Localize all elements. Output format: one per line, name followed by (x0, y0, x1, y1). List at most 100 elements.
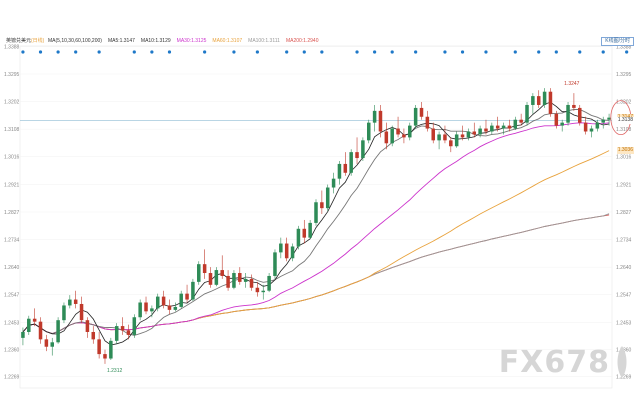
candle-body (68, 299, 72, 306)
candle-body (583, 122, 588, 132)
ma-legend-item: MA10:1.3129 (140, 38, 171, 44)
candle-body (185, 293, 189, 300)
candle-body (249, 278, 254, 288)
candle-body (349, 152, 353, 173)
candle-body (513, 119, 518, 129)
y-tick-label-left: 1.2360 (4, 348, 20, 354)
candle-body (325, 187, 330, 209)
candle-body (366, 122, 371, 141)
candle-body (27, 318, 31, 332)
candle-body (566, 104, 570, 123)
candle-body (173, 306, 178, 310)
y-tick-label-right: 1.2547 (616, 293, 632, 299)
candle-body (109, 340, 113, 359)
candle-body (232, 273, 236, 288)
candle-body (132, 317, 137, 335)
y-tick-label-right: 1.2453 (616, 320, 632, 326)
dot-icon (132, 50, 136, 54)
candle-body (519, 119, 523, 123)
candle-body (243, 278, 248, 282)
dot-icon (554, 50, 558, 54)
candle-body (595, 122, 600, 129)
candle-body (62, 305, 66, 321)
candle-body (284, 243, 289, 259)
ma-legend-item: MA60:1.3107 (212, 38, 243, 44)
y-tick-label-right: 1.2827 (616, 210, 632, 216)
candle-body (191, 281, 195, 300)
dot-icon (414, 50, 418, 54)
candle-body (413, 107, 418, 126)
candle-body (484, 128, 488, 132)
candle-body (126, 330, 131, 335)
candle-body (466, 131, 471, 138)
y-tick-label-left: 1.3016 (4, 154, 20, 160)
y-tick-label-left: 1.3388 (4, 45, 20, 51)
chart-type-toggle-button[interactable]: K线图/分时 (601, 37, 634, 46)
dot-icon (97, 50, 101, 54)
candle-body (601, 119, 605, 123)
dot-icon (74, 50, 78, 54)
candle-body (73, 299, 78, 304)
ma10-line (22, 109, 610, 336)
candle-body (56, 320, 60, 343)
candle-body (161, 296, 166, 306)
dot-icon (625, 50, 629, 54)
candle-body (261, 290, 266, 293)
candle-body (38, 321, 43, 340)
y-tick-label-left: 1.2453 (4, 320, 20, 326)
candle-body (507, 125, 512, 129)
dot-icon (150, 50, 154, 54)
dot-icon (460, 50, 465, 54)
candle-body (238, 273, 242, 282)
candle-body (97, 339, 101, 355)
candle-body (396, 128, 400, 135)
y-tick-label-right: 1.3388 (616, 45, 632, 51)
candle-body (32, 318, 37, 322)
ma5-line (22, 101, 610, 346)
candle-body (554, 113, 559, 126)
candle-body (443, 134, 447, 141)
candle-body (560, 122, 564, 126)
fx678-watermark: FX678 (498, 345, 610, 380)
y-tick-label-right: 1.3016 (616, 154, 632, 160)
candle-body (607, 117, 611, 120)
candle-body (437, 134, 441, 141)
candle-body (536, 96, 541, 105)
logo-icon (617, 346, 627, 378)
candle-body (425, 116, 430, 129)
candle-body (267, 275, 271, 291)
dot-icon (537, 50, 541, 54)
y-tick-label-left: 1.2269 (4, 375, 20, 381)
candle-body (490, 125, 494, 132)
dot-icon (578, 50, 582, 54)
candle-body (120, 326, 125, 331)
dot-icon (203, 50, 207, 54)
dot-icon (373, 50, 377, 54)
y-tick-label-left: 1.3202 (4, 99, 20, 105)
candle-body (419, 107, 424, 117)
candle-body (114, 326, 119, 341)
candle-body (79, 303, 84, 321)
y-tick-label-right: 1.3202 (616, 99, 632, 105)
candle-body (378, 110, 383, 132)
candle-body (495, 125, 500, 129)
extreme-price-callout: 1.3247 (564, 81, 580, 87)
y-tick-label-left: 1.2640 (4, 265, 20, 271)
candle-body (44, 339, 49, 347)
y-tick-label-right: 1.3295 (616, 72, 632, 78)
candle-body (208, 273, 213, 285)
candle-body (331, 178, 336, 188)
extreme-price-callout: 1.2312 (107, 368, 123, 374)
candle-body (273, 252, 277, 276)
y-tick-label-right: 1.2921 (616, 182, 632, 188)
instrument-name: 英镑兑美元 (6, 38, 32, 44)
candle-body (384, 131, 389, 144)
y-tick-label-left: 1.3295 (4, 72, 20, 78)
candle-body (155, 296, 160, 309)
y-tick-label-left: 1.2734 (4, 237, 20, 243)
current-price-label: 1.3138 (616, 116, 634, 124)
ma-legend-item: MA5:1.3147 (107, 38, 135, 44)
candle-body (589, 128, 594, 132)
dot-icon (232, 50, 236, 54)
